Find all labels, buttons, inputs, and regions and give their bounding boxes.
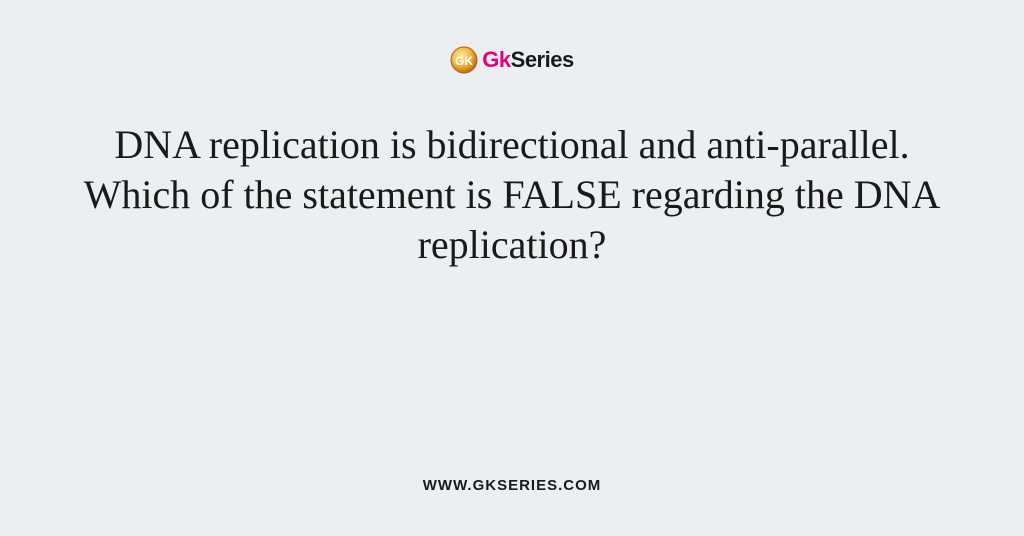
logo-text: GkSeries	[482, 47, 573, 73]
footer-url: WWW.GKSERIES.COM	[0, 477, 1024, 494]
question-container: DNA replication is bidirectional and an­…	[0, 120, 1024, 270]
question-text: DNA replication is bidirectional and an­…	[60, 120, 964, 270]
logo-container: GK GkSeries	[0, 46, 1024, 74]
logo-brand-gk: Gk	[482, 47, 510, 72]
logo-icon: GK	[450, 46, 478, 74]
svg-text:GK: GK	[455, 54, 473, 68]
logo-brand-series: Series	[511, 47, 574, 72]
